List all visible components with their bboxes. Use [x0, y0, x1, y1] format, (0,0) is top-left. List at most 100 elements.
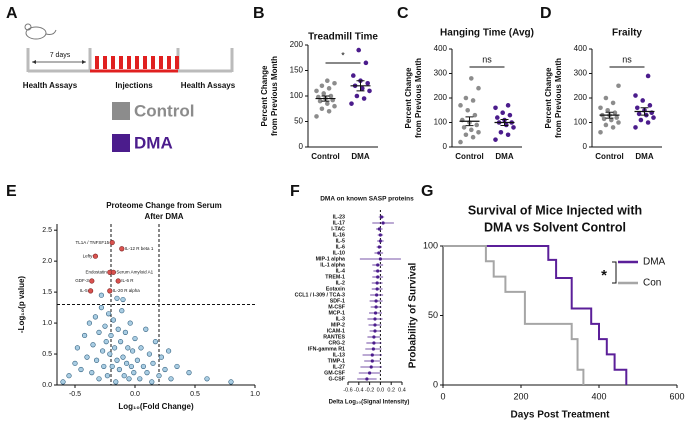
legend-swatch [112, 102, 130, 120]
data-point [616, 83, 621, 89]
y-tick-label: 400 [434, 44, 448, 53]
category-label: RANTES [323, 334, 345, 340]
data-point [326, 109, 332, 114]
y-axis-label: Probability of Survival [408, 262, 419, 368]
error-bar [356, 80, 365, 92]
highlight-point [92, 253, 98, 259]
timeline [26, 48, 234, 73]
title: Hanging Time (Avg) [440, 28, 534, 39]
data-point [325, 78, 330, 83]
point-estimate [373, 311, 378, 315]
data-point [168, 376, 174, 382]
data-point [204, 376, 210, 382]
panel-label: A [6, 5, 18, 22]
data-point [651, 115, 656, 120]
y-tick-label: 100 [423, 240, 438, 250]
point-label: Lefty [83, 253, 94, 258]
title: Frailty [612, 28, 642, 39]
data-point [495, 115, 500, 120]
data-point [326, 86, 332, 91]
y-tick-label: 200 [434, 93, 448, 102]
point-estimate [374, 299, 378, 303]
legend-swatch [112, 134, 130, 152]
data-point [461, 125, 467, 130]
point-estimate [377, 251, 381, 255]
data-point [162, 366, 168, 373]
data-point [134, 357, 140, 363]
mouse-icon [24, 23, 57, 40]
data-point [351, 73, 356, 78]
x-tick-label: Control [455, 152, 483, 161]
point-estimate [371, 347, 375, 351]
data-point [131, 370, 137, 376]
category-label: IL-13 [333, 352, 345, 358]
data-point [354, 93, 360, 99]
y-axis-label: Percent Change [544, 67, 553, 128]
legend-label: DMA [643, 257, 666, 268]
injection-mark [95, 56, 99, 69]
data-point [107, 351, 113, 357]
point-estimate [373, 329, 377, 333]
data-point [325, 101, 330, 106]
data-point [146, 351, 152, 357]
legend-label: Control [134, 101, 194, 120]
panel-label: D [540, 5, 552, 22]
highlight-point [89, 278, 95, 284]
data-point [150, 360, 156, 366]
point-estimate [376, 275, 380, 279]
data-point [128, 363, 134, 370]
data-point [115, 326, 121, 332]
data-point [114, 357, 120, 363]
y-axis-label: from Previous Month [414, 58, 423, 138]
data-point [365, 80, 371, 86]
category-label: IL-1 alpha [320, 262, 345, 268]
highlight-point [110, 269, 116, 275]
stage-label: Injections [115, 81, 153, 90]
point-label: GDF-3 [75, 278, 89, 283]
y-tick-label: 0 [433, 379, 438, 389]
data-point [121, 373, 127, 379]
data-point [505, 103, 511, 108]
data-point [102, 323, 108, 329]
data-point [598, 130, 603, 135]
data-point [610, 100, 616, 106]
data-point [493, 105, 498, 111]
data-point [84, 354, 90, 360]
y-tick-label: 200 [290, 40, 304, 49]
x-tick-label: 0.0 [377, 387, 385, 393]
legend-label: Con [643, 278, 661, 289]
data-point [614, 115, 619, 120]
data-point [116, 366, 122, 373]
point-estimate [381, 221, 385, 225]
significance-label: * [601, 267, 607, 284]
point-estimate [374, 305, 378, 309]
data-point [144, 370, 150, 376]
x-tick-label: -0.4 [354, 387, 363, 393]
y-tick-label: 50 [428, 310, 438, 320]
panel-label: B [253, 5, 265, 22]
point-estimate [375, 287, 379, 291]
x-tick-label: -0.2 [365, 387, 374, 393]
category-label: MIP-1 alpha [316, 256, 345, 262]
point-estimate [376, 269, 380, 273]
data-point [123, 360, 130, 366]
data-point [96, 376, 102, 382]
stage-label: Health Assays [181, 81, 236, 90]
y-tick-label: 0 [443, 142, 448, 151]
point-label: IL-6 R [121, 278, 134, 283]
data-point [60, 379, 66, 385]
data-point [166, 348, 172, 354]
data-point [156, 373, 162, 379]
injection-mark [135, 56, 139, 69]
point-estimate [377, 227, 381, 231]
category-label: CRG-2 [329, 340, 346, 346]
y-axis-label: from Previous Month [270, 56, 279, 136]
data-point [111, 345, 118, 351]
y-tick-label: 100 [434, 118, 448, 127]
data-point [463, 132, 469, 138]
error-bar [605, 111, 614, 119]
injection-mark [159, 56, 163, 69]
data-point [328, 93, 334, 99]
